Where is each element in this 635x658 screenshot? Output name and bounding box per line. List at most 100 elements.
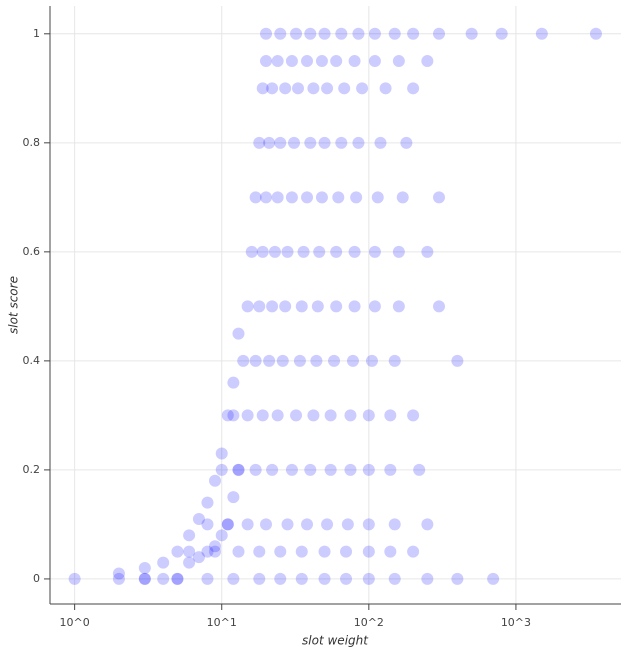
y-tick-label: 1	[33, 27, 40, 40]
point	[304, 27, 317, 40]
point	[201, 572, 214, 585]
point	[157, 572, 170, 585]
point	[535, 27, 548, 40]
point	[368, 27, 381, 40]
point	[260, 518, 273, 531]
point	[332, 191, 345, 204]
point	[344, 463, 357, 476]
point	[318, 572, 331, 585]
point	[307, 82, 320, 95]
point	[157, 556, 170, 569]
point	[301, 55, 314, 68]
point	[362, 518, 375, 531]
point	[310, 354, 323, 367]
point	[321, 518, 334, 531]
point	[301, 191, 314, 204]
point	[392, 55, 405, 68]
point	[227, 376, 240, 389]
point	[321, 82, 334, 95]
point	[253, 545, 266, 558]
point	[112, 567, 125, 580]
point	[362, 409, 375, 422]
point	[396, 191, 409, 204]
point	[304, 136, 317, 149]
point	[365, 354, 378, 367]
point	[266, 463, 279, 476]
point	[433, 27, 446, 40]
point	[201, 545, 214, 558]
point	[589, 27, 602, 40]
point	[487, 572, 500, 585]
point	[288, 136, 301, 149]
y-axis-title: slot score	[7, 276, 21, 334]
point	[279, 300, 292, 313]
point	[227, 491, 240, 504]
point	[392, 245, 405, 258]
point	[138, 572, 151, 585]
point	[285, 55, 298, 68]
point	[274, 27, 287, 40]
x-axis-title: slot weight	[302, 634, 369, 648]
point	[232, 545, 245, 558]
point	[256, 245, 269, 258]
point	[249, 463, 262, 476]
point	[237, 354, 250, 367]
point	[260, 191, 273, 204]
y-tick-label: 0.8	[23, 136, 41, 149]
point	[352, 27, 365, 40]
point	[335, 136, 348, 149]
point	[285, 191, 298, 204]
point	[297, 245, 310, 258]
point	[227, 409, 240, 422]
point	[249, 354, 262, 367]
point	[384, 545, 397, 558]
point	[215, 529, 228, 542]
point	[260, 27, 273, 40]
point	[421, 55, 434, 68]
point	[274, 136, 287, 149]
point	[315, 191, 328, 204]
point	[368, 300, 381, 313]
point	[324, 463, 337, 476]
point	[384, 409, 397, 422]
point	[295, 300, 308, 313]
point	[281, 518, 294, 531]
point	[304, 463, 317, 476]
point	[290, 409, 303, 422]
point	[256, 82, 269, 95]
point	[350, 191, 363, 204]
point	[348, 55, 361, 68]
point	[221, 518, 234, 531]
x-tick-label: 10^2	[354, 616, 384, 629]
point	[192, 512, 205, 525]
point	[285, 463, 298, 476]
point	[112, 572, 125, 585]
point	[183, 556, 196, 569]
point	[407, 409, 420, 422]
point	[318, 27, 331, 40]
point	[253, 300, 266, 313]
point	[266, 300, 279, 313]
point	[348, 245, 361, 258]
point	[227, 572, 240, 585]
point	[171, 572, 184, 585]
point	[293, 354, 306, 367]
point	[260, 55, 273, 68]
point	[295, 572, 308, 585]
point	[221, 518, 234, 531]
point	[171, 572, 184, 585]
point	[341, 518, 354, 531]
point	[253, 572, 266, 585]
y-tick-label: 0.6	[23, 245, 41, 258]
point	[348, 300, 361, 313]
y-tick-label: 0.4	[23, 354, 41, 367]
point	[340, 545, 353, 558]
point	[362, 463, 375, 476]
point	[292, 82, 305, 95]
point	[201, 518, 214, 531]
point	[266, 82, 279, 95]
point	[346, 354, 359, 367]
point	[232, 463, 245, 476]
point	[249, 191, 262, 204]
